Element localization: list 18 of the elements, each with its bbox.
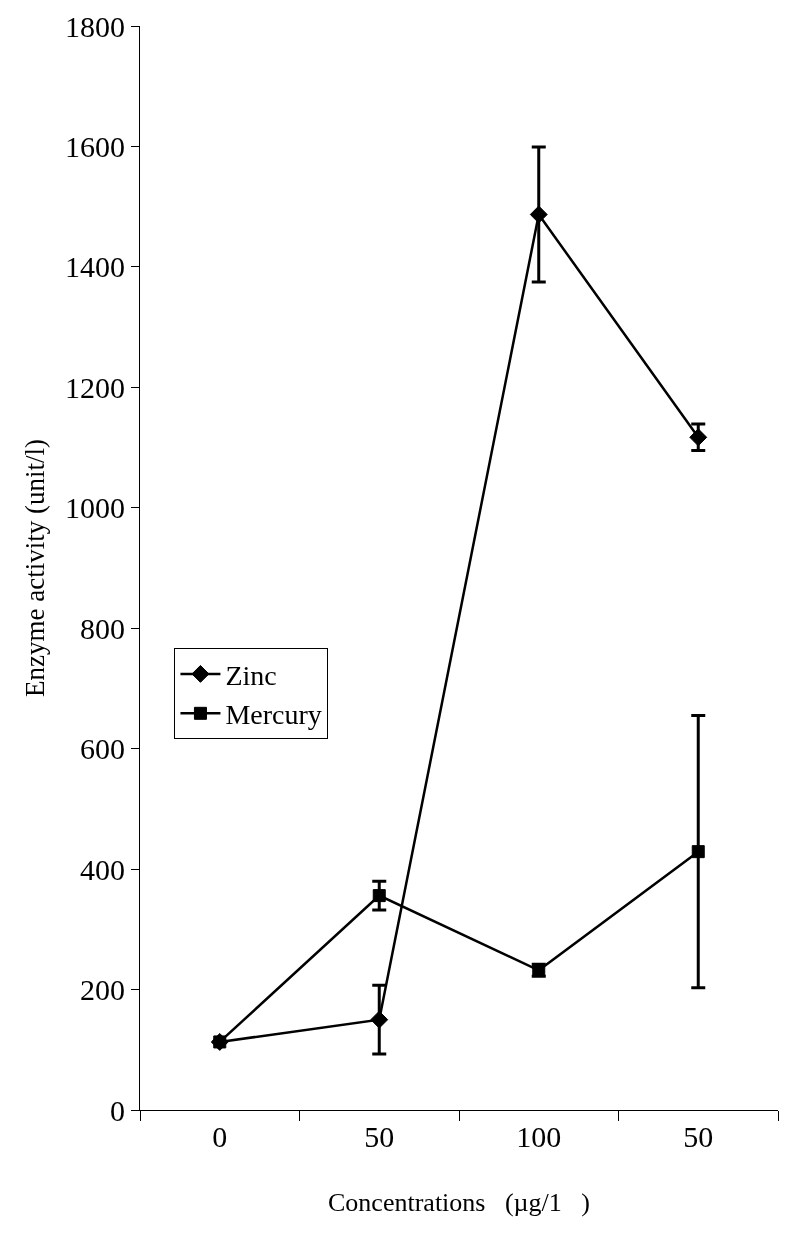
y-tick-label: 200 bbox=[80, 973, 125, 1007]
y-axis-title: Enzyme activity (unit/l) bbox=[20, 439, 51, 697]
y-tick-label: 1400 bbox=[65, 250, 125, 284]
legend-label: Mercury bbox=[225, 699, 322, 731]
x-tick-label: 0 bbox=[212, 1120, 228, 1153]
y-tick-label: 1000 bbox=[65, 491, 125, 525]
y-tick-label: 1800 bbox=[65, 9, 125, 43]
y-tick-label: 600 bbox=[80, 732, 125, 766]
y-tick-label: 0 bbox=[110, 1093, 125, 1127]
y-tick-label: 400 bbox=[80, 852, 125, 886]
x-tick-label: 50 bbox=[683, 1120, 714, 1153]
x-tick-label: 50 bbox=[364, 1120, 395, 1153]
y-tick-label: 1200 bbox=[65, 370, 125, 404]
x-axis-title: Concentrations (µg/1 ) bbox=[328, 1187, 590, 1217]
y-tick-label: 1600 bbox=[65, 129, 125, 163]
y-tick-label: 800 bbox=[80, 611, 125, 645]
x-tick-label: 100 bbox=[516, 1120, 562, 1153]
legend-label: Zinc bbox=[225, 659, 277, 691]
